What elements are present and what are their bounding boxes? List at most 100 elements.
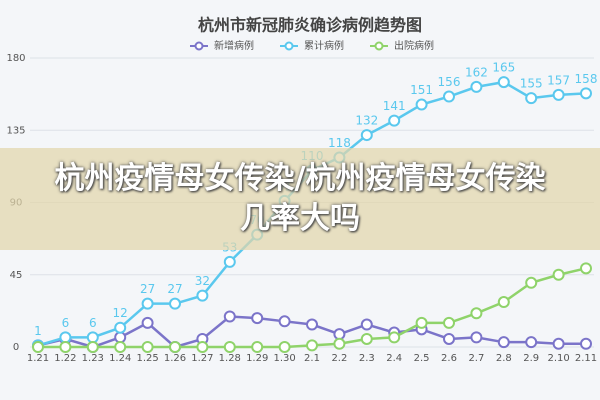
data-label: 6 [62, 316, 70, 330]
data-label: 6 [89, 316, 97, 330]
x-tick-label: 1.28 [219, 353, 241, 364]
x-tick-label: 1.26 [164, 353, 186, 364]
point [306, 318, 318, 331]
data-label: 118 [328, 136, 351, 150]
x-tick-label: 1.29 [246, 353, 268, 364]
legend-label: 新增病例 [214, 39, 254, 52]
point [114, 341, 127, 353]
point [360, 318, 373, 331]
point [86, 331, 99, 344]
point [141, 297, 154, 310]
legend-label: 累计病例 [304, 39, 344, 52]
point [169, 341, 181, 353]
point [251, 312, 264, 325]
point [278, 315, 291, 328]
x-tick-label: 2.5 [414, 353, 430, 364]
point [141, 341, 154, 353]
data-label: 132 [355, 114, 378, 128]
point [470, 331, 483, 344]
point [497, 76, 510, 89]
point [360, 129, 373, 142]
data-label: 151 [410, 83, 433, 97]
data-label: 162 [465, 65, 488, 79]
legend-marker [194, 41, 204, 51]
point [470, 307, 483, 320]
point [415, 316, 428, 329]
x-tick-label: 1.25 [136, 353, 158, 364]
point [497, 336, 510, 349]
point [497, 296, 510, 309]
point [196, 289, 209, 302]
point [306, 339, 318, 352]
point [552, 337, 565, 350]
point [388, 114, 401, 127]
point [223, 310, 236, 323]
point [552, 268, 565, 281]
data-label: 155 [520, 77, 543, 91]
x-tick-label: 2.10 [547, 353, 569, 364]
point [443, 332, 455, 345]
x-tick-label: 2.4 [386, 353, 402, 364]
x-tick-label: 2.1 [304, 353, 320, 364]
data-label: 158 [575, 72, 598, 86]
point [141, 316, 154, 329]
point [580, 337, 592, 350]
point [443, 90, 455, 103]
point [114, 321, 127, 334]
x-tick-label: 2.9 [523, 353, 539, 364]
data-label: 32 [195, 274, 210, 288]
x-tick-label: 2.11 [575, 353, 597, 364]
point [525, 92, 538, 105]
point [59, 331, 72, 344]
point [525, 276, 538, 289]
data-label: 12 [113, 306, 128, 320]
overlay-title: 杭州疫情母女传染/杭州疫情母女传染几率大吗 [0, 148, 600, 250]
point [470, 80, 483, 93]
point [333, 328, 346, 341]
data-label: 157 [547, 73, 570, 87]
point [114, 331, 127, 344]
point [32, 341, 44, 353]
x-tick-label: 1.21 [27, 353, 49, 364]
point [223, 255, 236, 268]
x-tick-label: 1.23 [82, 353, 104, 364]
point [333, 337, 346, 350]
point [196, 341, 209, 353]
point [443, 316, 455, 329]
x-tick-label: 1.30 [273, 353, 295, 364]
point [86, 341, 99, 353]
legend-marker [374, 41, 384, 51]
legend-marker [284, 41, 294, 51]
data-label: 165 [492, 61, 515, 75]
point [580, 87, 592, 100]
data-label: 156 [438, 75, 461, 89]
x-tick-label: 1.22 [54, 353, 76, 364]
data-label: 27 [167, 282, 182, 296]
x-tick-label: 2.3 [359, 353, 375, 364]
x-tick-label: 1.24 [109, 353, 131, 364]
point [223, 341, 236, 353]
point [525, 336, 538, 349]
chart-title: 杭州市新冠肺炎确诊病例趋势图 [198, 16, 422, 35]
y-tick-label: 0 [13, 342, 19, 353]
point [360, 332, 373, 345]
data-label: 27 [140, 282, 155, 296]
y-tick-label: 135 [6, 125, 25, 136]
point [552, 88, 565, 101]
legend-label: 出院病例 [394, 39, 434, 52]
y-tick-label: 180 [6, 53, 25, 64]
point [415, 98, 428, 111]
point [388, 331, 401, 344]
point [251, 341, 264, 353]
point [59, 341, 72, 353]
x-tick-label: 2.6 [441, 353, 457, 364]
x-tick-label: 2.7 [468, 353, 484, 364]
point [169, 297, 181, 310]
x-tick-label: 2.2 [331, 353, 347, 364]
y-tick-label: 45 [10, 270, 23, 281]
x-tick-label: 1.27 [191, 353, 213, 364]
point [278, 341, 291, 353]
data-label: 1 [34, 324, 42, 338]
data-label: 141 [383, 99, 406, 113]
